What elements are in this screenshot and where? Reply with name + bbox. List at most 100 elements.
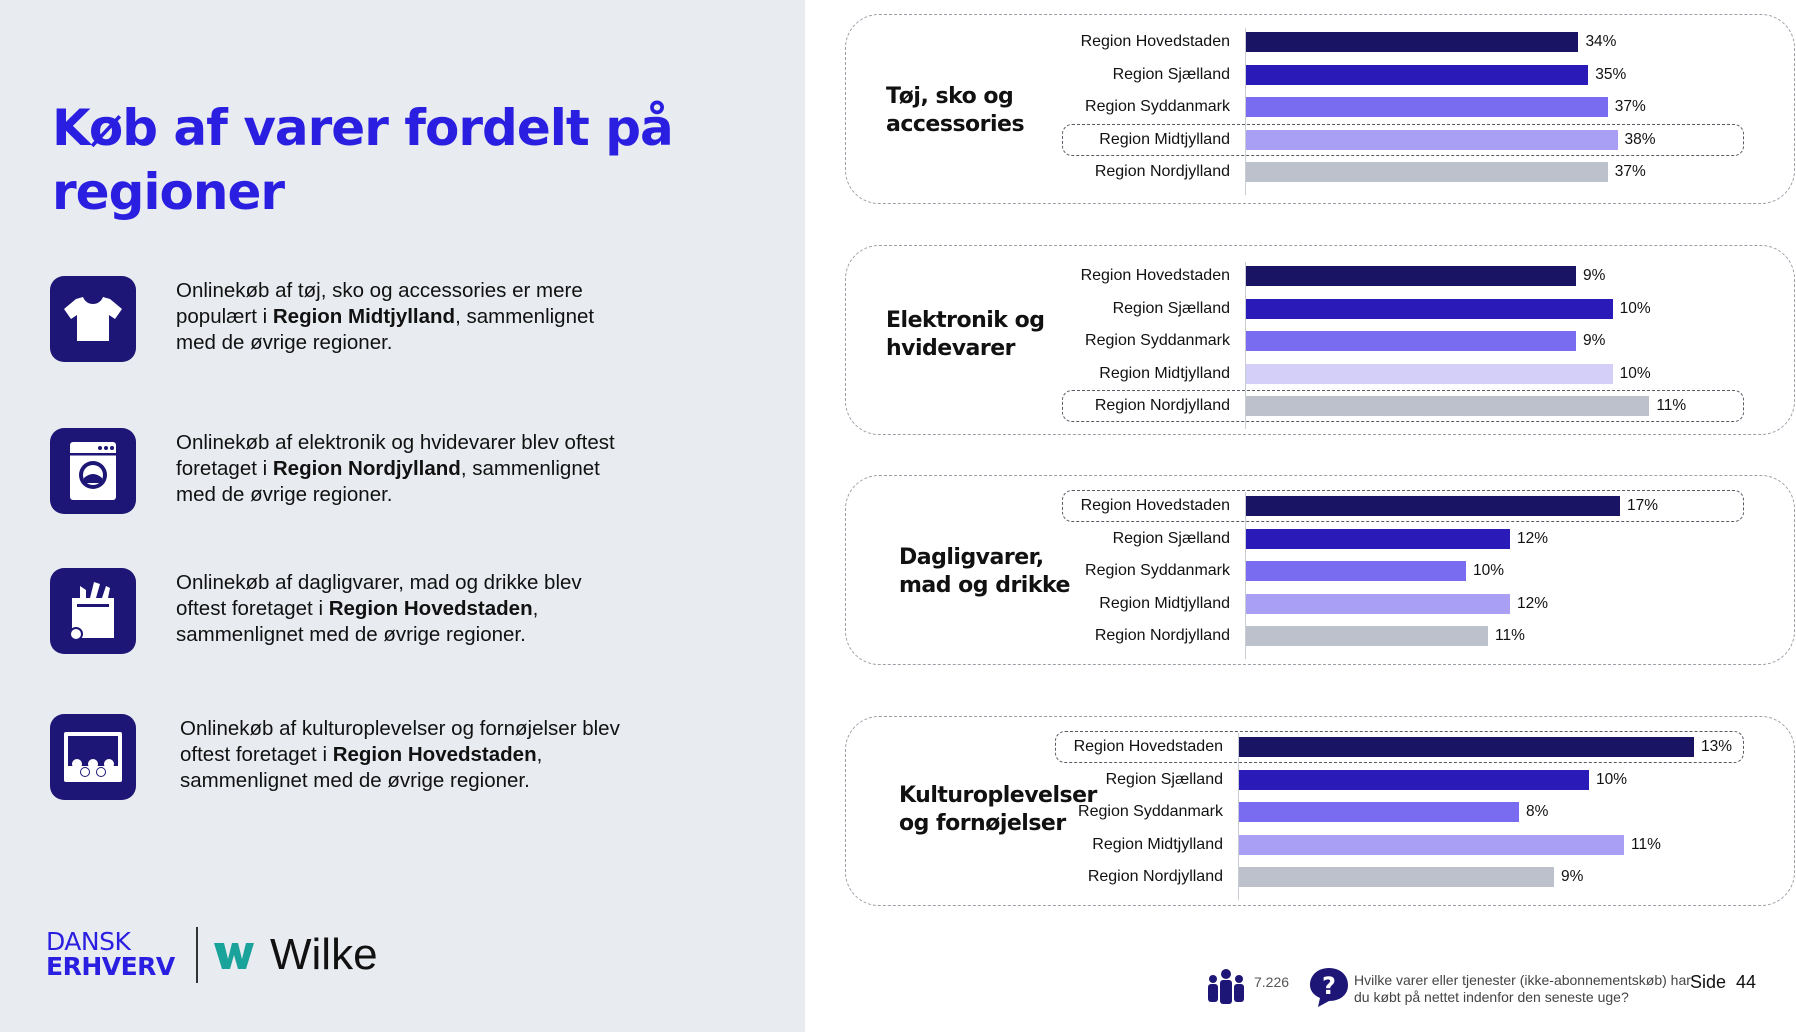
bar xyxy=(1246,266,1576,286)
category-label: Region Hovedstaden xyxy=(1080,33,1230,50)
chart-title: Elektronik og hvidevarer xyxy=(886,308,1045,361)
bar xyxy=(1239,737,1694,757)
washing-machine-icon xyxy=(50,428,136,514)
category-label: Region Nordjylland xyxy=(1087,868,1223,886)
insight-electronics: Onlinekøb af elektronik og hvidevarer bl… xyxy=(48,428,768,518)
category-label: Region Hovedstaden xyxy=(1080,267,1230,284)
bar-value-label: 10% xyxy=(1619,299,1651,317)
bar-value-label: 17% xyxy=(1627,497,1659,514)
category-label: Region Nordjylland xyxy=(1094,627,1230,645)
bar-value-label: 10% xyxy=(1619,364,1651,382)
tshirt-icon xyxy=(50,276,136,362)
bar xyxy=(1246,97,1608,118)
bar-value-label: 11% xyxy=(1656,397,1687,415)
bar xyxy=(1239,769,1589,790)
insight-groceries: Onlinekøb af dagligvarer, mad og drikke … xyxy=(48,568,768,658)
chart-axis-line xyxy=(1245,262,1246,429)
dansk-erhverv-logo-bottom: ERHVERV xyxy=(46,952,175,981)
page-number: 44 xyxy=(1736,972,1757,992)
category-label: Region Hovedstaden xyxy=(1080,497,1230,514)
dansk-erhverv-logo-top: DANSK xyxy=(46,927,131,956)
bar-value-label: 38% xyxy=(1624,130,1656,148)
bar xyxy=(1246,396,1650,417)
bar xyxy=(1246,331,1576,352)
bar-value-label: 12% xyxy=(1517,594,1549,612)
bar xyxy=(1246,363,1613,384)
bar xyxy=(1246,496,1620,516)
wilke-logo-text: Wilke xyxy=(270,930,378,979)
highlight-box xyxy=(1055,731,1744,763)
insight-text: Onlinekøb af kulturoplevelser og fornøje… xyxy=(180,717,620,792)
bar-value-label: 11% xyxy=(1495,627,1525,645)
left-panel: Køb af varer fordelt på regioner Onlinek… xyxy=(0,0,805,1032)
theater-audience-icon xyxy=(50,714,136,800)
people-group-icon xyxy=(1208,969,1244,1004)
bar xyxy=(1239,802,1519,823)
bar xyxy=(1246,129,1618,150)
category-label: Region Sjælland xyxy=(1112,299,1230,317)
category-label: Region Midtjylland xyxy=(1092,835,1223,853)
bar xyxy=(1246,626,1488,647)
category-label: Region Midtjylland xyxy=(1099,130,1230,148)
bar-value-label: 10% xyxy=(1473,562,1505,580)
chart-title: Kulturoplevelser og fornøjelser xyxy=(899,783,1097,836)
chart-card-culture: Kulturoplevelser og fornøjelser xyxy=(845,716,1795,906)
category-label: Region Midtjylland xyxy=(1099,364,1230,382)
page-label: Side xyxy=(1690,972,1727,992)
insight-culture: Onlinekøb af kulturoplevelser og fornøje… xyxy=(48,714,768,804)
chart-title: Tøj, sko og accessories xyxy=(886,84,1025,137)
brand-logos: DANSK ERHVERV Wilke xyxy=(46,925,406,995)
bar xyxy=(1246,593,1510,614)
highlight-box xyxy=(1062,490,1744,522)
category-label: Region Nordjylland xyxy=(1094,163,1230,181)
bar xyxy=(1239,834,1624,855)
chart-card-electronics: Elektronik og hvidevarer xyxy=(845,245,1795,435)
insight-text: Onlinekøb af elektronik og hvidevarer bl… xyxy=(176,431,615,506)
chart-axis-line xyxy=(1245,492,1246,659)
bar xyxy=(1246,32,1579,52)
bar xyxy=(1246,528,1510,549)
chart-title: Dagligvarer, mad og drikke xyxy=(899,545,1070,598)
bar-value-label: 9% xyxy=(1583,267,1606,284)
base-n: 7.226 xyxy=(1254,974,1290,990)
insight-text: Onlinekøb af tøj, sko og accessories er … xyxy=(176,279,595,354)
insight-clothing: Onlinekøb af tøj, sko og accessories er … xyxy=(48,276,768,366)
bar-value-label: 8% xyxy=(1526,803,1549,821)
bar xyxy=(1246,561,1466,582)
highlight-box xyxy=(1062,123,1744,156)
question-bubble-icon: ? xyxy=(1310,968,1348,1007)
category-label: Region Nordjylland xyxy=(1094,397,1230,415)
page-title: Køb af varer fordelt på regioner xyxy=(52,99,674,221)
category-label: Region Syddanmark xyxy=(1078,803,1223,821)
bar-value-label: 35% xyxy=(1595,65,1627,83)
bar-value-label: 12% xyxy=(1517,529,1549,547)
category-label: Region Sjælland xyxy=(1112,529,1230,547)
bar-value-label: 9% xyxy=(1583,332,1606,350)
category-label: Region Sjælland xyxy=(1105,770,1223,788)
bar xyxy=(1246,298,1613,319)
bar-value-label: 13% xyxy=(1701,738,1733,755)
category-label: Region Sjælland xyxy=(1112,65,1230,83)
bar-value-label: 34% xyxy=(1585,33,1617,50)
highlight-box xyxy=(1062,390,1744,423)
grocery-bag-icon xyxy=(50,568,136,654)
chart-card-clothing: Tøj, sko og accessories xyxy=(845,14,1795,204)
logo-divider xyxy=(196,927,198,983)
bar xyxy=(1246,162,1608,183)
survey-question: Hvilke varer eller tjenester (ikke-abonn… xyxy=(1354,972,1691,1005)
bar xyxy=(1246,64,1589,85)
bar-value-label: 37% xyxy=(1614,98,1646,116)
bar-value-label: 11% xyxy=(1631,835,1661,853)
chart-card-groceries: Dagligvarer, mad og drikke xyxy=(845,475,1795,665)
bar xyxy=(1239,867,1554,888)
category-label: Region Syddanmark xyxy=(1085,332,1230,350)
bar-value-label: 37% xyxy=(1614,163,1646,181)
category-label: Region Syddanmark xyxy=(1085,98,1230,116)
insight-text: Onlinekøb af dagligvarer, mad og drikke … xyxy=(176,571,582,646)
bar-value-label: 10% xyxy=(1596,770,1628,788)
bar-value-label: 9% xyxy=(1561,868,1584,886)
page-indicator: Side 44 xyxy=(1690,972,1756,993)
category-label: Region Syddanmark xyxy=(1085,562,1230,580)
category-label: Region Midtjylland xyxy=(1099,594,1230,612)
category-label: Region Hovedstaden xyxy=(1073,738,1223,755)
